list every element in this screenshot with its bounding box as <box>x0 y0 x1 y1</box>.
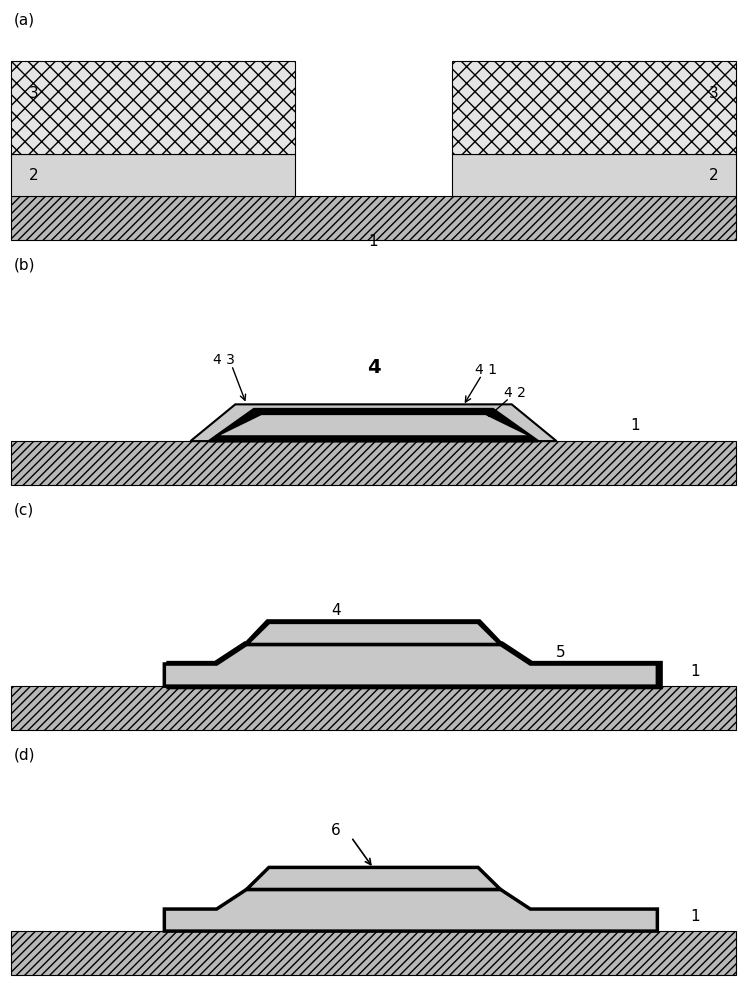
Polygon shape <box>190 404 557 441</box>
Polygon shape <box>164 644 657 686</box>
Text: 4 2: 4 2 <box>504 386 527 400</box>
Text: 2: 2 <box>29 168 38 183</box>
Bar <box>11 686 736 730</box>
Bar <box>11 931 736 975</box>
Polygon shape <box>247 867 500 889</box>
Bar <box>452 61 736 154</box>
Polygon shape <box>247 622 500 644</box>
Polygon shape <box>245 621 502 644</box>
Text: 3: 3 <box>708 86 719 101</box>
Text: (b): (b) <box>13 257 35 272</box>
Text: 3: 3 <box>28 86 39 101</box>
Bar <box>11 154 295 196</box>
Polygon shape <box>247 622 500 644</box>
Text: (d): (d) <box>13 747 35 762</box>
Text: 1: 1 <box>690 664 699 679</box>
Text: (c): (c) <box>13 502 34 517</box>
Polygon shape <box>220 415 527 435</box>
Text: 1: 1 <box>630 418 639 433</box>
Polygon shape <box>168 643 661 688</box>
Polygon shape <box>209 409 538 441</box>
Text: 1: 1 <box>690 909 699 924</box>
Bar <box>452 154 736 196</box>
Text: 1: 1 <box>369 234 378 249</box>
Polygon shape <box>164 644 657 686</box>
Text: 2: 2 <box>709 168 718 183</box>
Polygon shape <box>247 622 500 644</box>
Bar <box>11 196 736 240</box>
Text: 4: 4 <box>367 358 380 377</box>
Bar <box>11 61 295 154</box>
Polygon shape <box>164 644 657 686</box>
Text: 6: 6 <box>331 823 341 838</box>
Text: 4 3: 4 3 <box>213 353 235 367</box>
Text: 5: 5 <box>556 645 565 660</box>
Text: (a): (a) <box>13 12 34 27</box>
Text: 4 1: 4 1 <box>474 363 497 377</box>
Polygon shape <box>164 889 657 931</box>
Bar <box>11 441 736 485</box>
Text: 4: 4 <box>332 603 341 618</box>
